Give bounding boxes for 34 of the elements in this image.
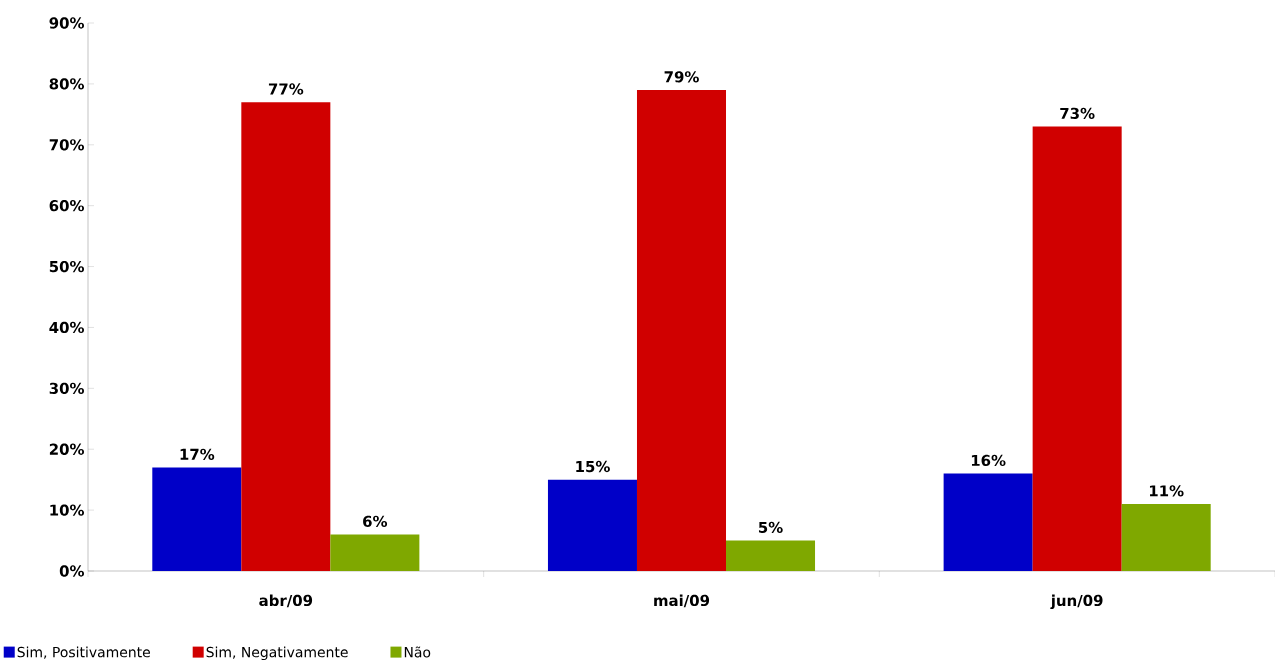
x-tick-label: mai/09 xyxy=(654,594,710,608)
y-tick-label: 10% xyxy=(50,504,85,516)
y-tick-label: 20% xyxy=(49,443,85,455)
y-tick-label: 0% xyxy=(59,565,85,577)
bar xyxy=(726,540,816,571)
y-tick-label: 50% xyxy=(49,260,85,273)
data-label: 6% xyxy=(363,515,388,527)
data-label: 15% xyxy=(576,460,610,473)
data-label: 5% xyxy=(758,521,783,534)
legend-label: Não xyxy=(404,646,431,658)
data-label: 11% xyxy=(1149,485,1184,497)
y-tick-label: 60% xyxy=(49,200,85,212)
data-label: 16% xyxy=(971,454,1006,467)
bar xyxy=(1121,504,1211,571)
y-tick-label: 40% xyxy=(49,321,85,334)
x-tick-label: jun/09 xyxy=(1050,594,1103,610)
y-tick-label: 90% xyxy=(49,17,85,29)
bar xyxy=(330,534,420,571)
bar xyxy=(1032,126,1122,571)
y-tick-label: 30% xyxy=(49,382,85,394)
data-label: 73% xyxy=(1060,107,1095,119)
data-label: 17% xyxy=(180,448,215,460)
y-tick-label: 80% xyxy=(49,78,85,90)
y-tick-label: 70% xyxy=(49,139,85,151)
data-label: 77% xyxy=(268,83,304,95)
bar xyxy=(152,467,242,571)
bar xyxy=(943,473,1033,571)
x-tick-label: abr/09 xyxy=(259,594,313,608)
legend-label: Sim, Positivamente xyxy=(17,646,150,659)
legend-label: Sim, Negativamente xyxy=(206,646,348,661)
bar xyxy=(547,479,637,571)
bar xyxy=(241,102,331,571)
bar xyxy=(636,89,726,571)
data-label: 79% xyxy=(664,71,699,83)
